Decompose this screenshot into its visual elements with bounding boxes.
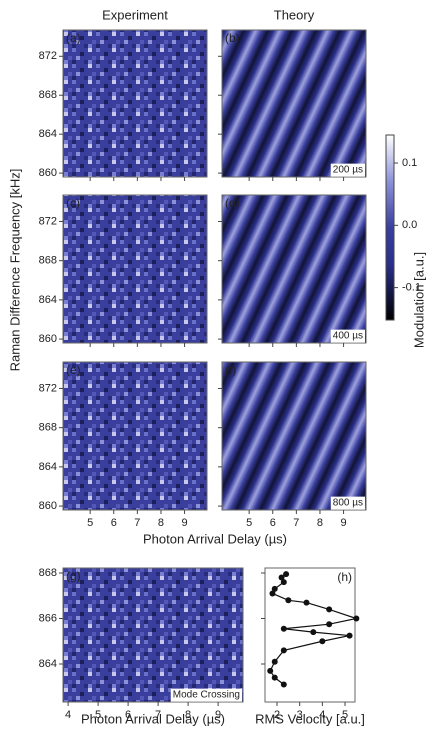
y-tick-label: 868 — [39, 567, 57, 579]
column-title: Theory — [274, 7, 315, 22]
point — [346, 632, 353, 639]
x-tick-label: 8 — [317, 517, 323, 529]
x-tick-label: 6 — [111, 517, 117, 529]
panel-label: (g) — [66, 569, 81, 583]
panel-label: (c) — [66, 196, 80, 210]
annotation-bg — [330, 329, 365, 343]
point — [283, 571, 290, 578]
point — [280, 681, 287, 688]
column-title: Experiment — [102, 7, 168, 22]
annotation-bg — [170, 688, 242, 702]
y-tick-label: 866 — [39, 612, 57, 624]
heatmap — [62, 194, 208, 344]
point — [267, 667, 274, 674]
x-axis-label: RMS Velocity [a.u.] — [255, 711, 365, 726]
y-tick-label: 864 — [39, 461, 57, 473]
panel-label: (h) — [337, 570, 352, 584]
x-tick-label: 8 — [158, 517, 164, 529]
x-tick-label: 5 — [246, 517, 252, 529]
point — [271, 674, 278, 681]
y-tick-label: 860 — [39, 167, 57, 179]
heatmap — [62, 567, 244, 703]
annotation: 800 µs — [333, 498, 363, 509]
point — [285, 597, 292, 604]
x-tick-label: 2 — [274, 709, 280, 721]
x-tick-label: 8 — [185, 709, 191, 721]
x-tick-label: 6 — [270, 517, 276, 529]
point — [353, 615, 360, 622]
y-tick-label: 872 — [39, 215, 57, 227]
y-tick-label: 864 — [39, 128, 57, 140]
point — [271, 658, 278, 665]
x-tick-label: 7 — [155, 709, 161, 721]
x-axis-label: Photon Arrival Delay (µs) — [143, 531, 287, 546]
y-tick-label: 868 — [39, 255, 57, 267]
point — [278, 574, 285, 581]
heatmap — [62, 361, 208, 511]
annotation-bg — [330, 496, 365, 510]
colorbar — [385, 134, 395, 321]
x-tick-label: 4 — [65, 709, 71, 721]
x-tick-label: 7 — [134, 517, 140, 529]
y-tick-label: 868 — [39, 422, 57, 434]
point — [310, 629, 317, 636]
point — [303, 599, 310, 606]
x-tick-label: 5 — [95, 709, 101, 721]
y-tick-label: 864 — [39, 658, 57, 670]
x-tick-label: 9 — [215, 709, 221, 721]
y-axis-label: Raman Difference Frequency [kHz] — [7, 169, 22, 372]
y-tick-label: 872 — [39, 382, 57, 394]
y-tick-label: 860 — [39, 500, 57, 512]
point — [280, 625, 287, 632]
colorbar-tick-label: 0.0 — [402, 219, 417, 231]
point — [280, 579, 287, 586]
y-tick-label: 868 — [39, 89, 57, 101]
y-tick-label: 860 — [39, 333, 57, 345]
heatmap — [62, 29, 208, 178]
point — [280, 647, 287, 654]
x-tick-label: 6 — [125, 709, 131, 721]
x-tick-label: 5 — [87, 517, 93, 529]
heatmap — [221, 361, 367, 511]
colorbar-label: Modulation [a.u.] — [411, 252, 426, 348]
annotation-bg — [330, 163, 365, 177]
x-tick-label: 7 — [293, 517, 299, 529]
panel-label: (b) — [225, 31, 240, 45]
x-tick-label: 3 — [297, 709, 303, 721]
panel-label: (d) — [225, 196, 240, 210]
heatmap — [221, 29, 367, 178]
colorbar-tick-label: -0.1 — [402, 282, 421, 294]
y-tick-label: 864 — [39, 294, 57, 306]
panel-label: (e) — [66, 363, 81, 377]
panel-label: (f) — [225, 363, 236, 377]
point — [319, 638, 326, 645]
heatmap — [221, 194, 367, 344]
x-tick-label: 4 — [319, 709, 325, 721]
panel-label: (a) — [66, 31, 81, 45]
annotation: Mode Crossing — [173, 690, 240, 701]
point — [326, 606, 333, 613]
x-tick-label: 9 — [341, 517, 347, 529]
point — [271, 585, 278, 592]
point — [326, 621, 333, 628]
colorbar-tick-label: 0.1 — [402, 157, 417, 169]
annotation: 200 µs — [333, 165, 363, 176]
annotation: 400 µs — [333, 331, 363, 342]
point — [269, 590, 276, 597]
x-tick-label: 5 — [342, 709, 348, 721]
y-tick-label: 872 — [39, 50, 57, 62]
x-axis-label: Photon Arrival Delay (µs) — [81, 711, 225, 726]
x-tick-label: 9 — [182, 517, 188, 529]
